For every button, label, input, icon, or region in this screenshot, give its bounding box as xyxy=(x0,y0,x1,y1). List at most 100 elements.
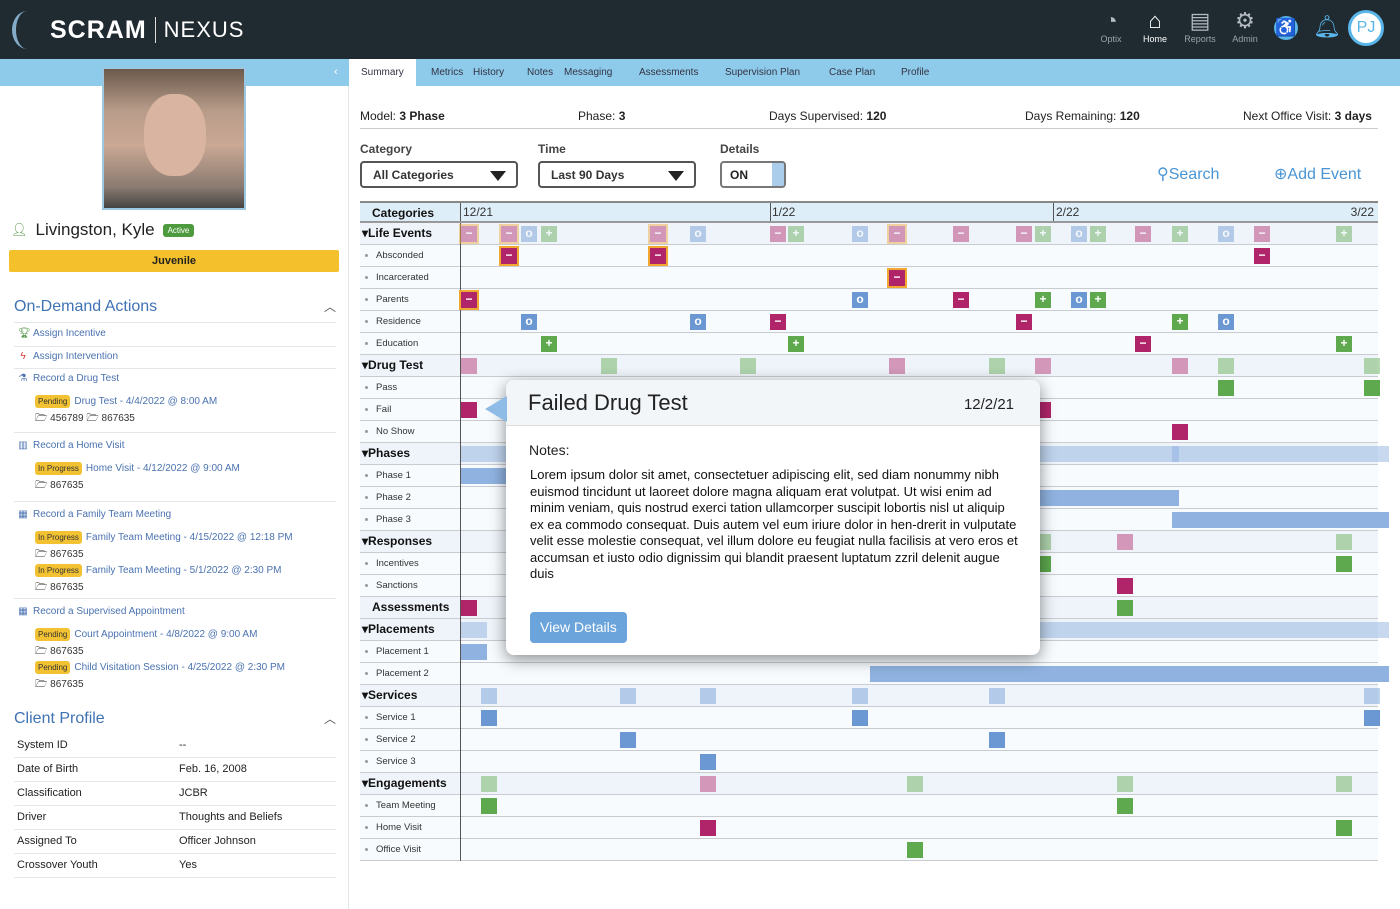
timeline-bar[interactable] xyxy=(870,666,1389,682)
fail-event-marker[interactable] xyxy=(461,402,477,418)
logo[interactable]: SCRAM NEXUS xyxy=(12,10,244,50)
record-supervised-link[interactable]: ▦ Record a Supervised Appointment xyxy=(18,606,185,617)
expand-triangle-icon[interactable]: ▾ xyxy=(362,534,369,548)
timeline-bar[interactable] xyxy=(1172,512,1389,528)
pass-event-marker[interactable] xyxy=(1117,798,1133,814)
nav-home[interactable]: ⌂ Home xyxy=(1132,8,1178,44)
minus-event-marker[interactable]: − xyxy=(1135,336,1151,352)
pass-event-marker[interactable] xyxy=(1364,358,1380,374)
fail-event-marker[interactable] xyxy=(1172,358,1188,374)
group-label[interactable]: ▾Placements xyxy=(360,619,461,641)
minus-event-marker[interactable]: − xyxy=(650,248,666,264)
time-select[interactable]: Last 90 Days xyxy=(538,161,696,188)
record-drug-test-link[interactable]: ⚗ Record a Drug Test xyxy=(18,373,119,384)
plus-event-marker[interactable]: + xyxy=(1090,292,1106,308)
service-event-marker[interactable] xyxy=(620,732,636,748)
timeline-bar[interactable] xyxy=(1172,446,1389,462)
plus-event-marker[interactable]: + xyxy=(541,226,557,242)
pass-event-marker[interactable] xyxy=(907,842,923,858)
minus-event-marker[interactable]: − xyxy=(461,226,477,242)
minus-event-marker[interactable]: − xyxy=(461,292,477,308)
fail-event-marker[interactable] xyxy=(889,358,905,374)
service-event-marker[interactable] xyxy=(1364,688,1380,704)
plus-event-marker[interactable]: + xyxy=(1336,226,1352,242)
fail-event-marker[interactable] xyxy=(700,820,716,836)
on-demand-actions-header[interactable]: On-Demand Actions ︿ xyxy=(14,298,336,316)
nav-reports[interactable]: ▤ Reports xyxy=(1177,8,1223,44)
circle-event-marker[interactable]: o xyxy=(852,292,868,308)
tab-messaging[interactable]: Messaging xyxy=(564,67,613,78)
minus-event-marker[interactable]: − xyxy=(953,226,969,242)
group-label[interactable]: ▾Services xyxy=(360,685,461,707)
service-event-marker[interactable] xyxy=(620,688,636,704)
fail-event-marker[interactable] xyxy=(700,776,716,792)
minus-event-marker[interactable]: − xyxy=(889,270,905,286)
minus-event-marker[interactable]: − xyxy=(501,248,517,264)
pass-event-marker[interactable] xyxy=(1117,600,1133,616)
pass-event-marker[interactable] xyxy=(481,798,497,814)
service-event-marker[interactable] xyxy=(1364,710,1380,726)
plus-event-marker[interactable]: + xyxy=(1172,314,1188,330)
minus-event-marker[interactable]: − xyxy=(1254,226,1270,242)
pending-item[interactable]: Pending Child Visitation Session - 4/25/2… xyxy=(35,661,285,674)
group-label[interactable]: ▾Life Events xyxy=(360,223,461,245)
pending-item[interactable]: Pending Court Appointment - 4/8/2022 @ 9:… xyxy=(35,628,257,641)
chevron-up-icon[interactable]: ︿ xyxy=(323,300,336,314)
avatar[interactable]: PJ xyxy=(1348,10,1384,46)
fail-event-marker[interactable] xyxy=(1117,534,1133,550)
minus-event-marker[interactable]: − xyxy=(1254,248,1270,264)
plus-event-marker[interactable]: + xyxy=(1336,336,1352,352)
timeline-bar[interactable] xyxy=(461,468,517,484)
expand-triangle-icon[interactable]: ▾ xyxy=(362,358,369,372)
tab-profile[interactable]: Profile xyxy=(901,67,930,78)
plus-event-marker[interactable]: + xyxy=(1035,292,1051,308)
expand-triangle-icon[interactable]: ▾ xyxy=(362,688,369,702)
circle-event-marker[interactable]: o xyxy=(1071,226,1087,242)
details-toggle[interactable]: ON xyxy=(720,161,786,188)
minus-event-marker[interactable]: − xyxy=(953,292,969,308)
pending-item[interactable]: In Progress Family Team Meeting - 4/15/20… xyxy=(35,531,293,544)
tab-case-plan[interactable]: Case Plan xyxy=(829,67,876,78)
fail-event-marker[interactable] xyxy=(1172,424,1188,440)
nav-admin[interactable]: ⚙ Admin xyxy=(1222,8,1268,44)
circle-event-marker[interactable]: o xyxy=(690,226,706,242)
minus-event-marker[interactable]: − xyxy=(1135,226,1151,242)
plus-event-marker[interactable]: + xyxy=(788,336,804,352)
pass-event-marker[interactable] xyxy=(1336,776,1352,792)
pass-event-marker[interactable] xyxy=(740,358,756,374)
pass-event-marker[interactable] xyxy=(1336,820,1352,836)
service-event-marker[interactable] xyxy=(481,710,497,726)
pending-item[interactable]: Pending Drug Test - 4/4/2022 @ 8:00 AM xyxy=(35,395,217,408)
circle-event-marker[interactable]: o xyxy=(521,226,537,242)
timeline-bar[interactable] xyxy=(461,622,487,638)
add-event-button[interactable]: ⊕Add Event xyxy=(1274,164,1361,184)
fail-event-marker[interactable] xyxy=(1035,358,1051,374)
plus-event-marker[interactable]: + xyxy=(1035,226,1051,242)
fail-event-marker[interactable] xyxy=(461,600,477,616)
pass-event-marker[interactable] xyxy=(1117,776,1133,792)
assign-intervention-link[interactable]: ϟ Assign Intervention xyxy=(18,351,118,362)
search-button[interactable]: ⚲Search xyxy=(1157,164,1219,184)
minus-event-marker[interactable]: − xyxy=(1016,314,1032,330)
record-family-meeting-link[interactable]: ▦ Record a Family Team Meeting xyxy=(18,509,171,520)
minus-event-marker[interactable]: − xyxy=(889,226,905,242)
tab-summary[interactable]: Summary xyxy=(349,59,416,86)
group-label[interactable]: ▾Phases xyxy=(360,443,461,465)
pass-event-marker[interactable] xyxy=(481,776,497,792)
group-label[interactable]: ▾Engagements xyxy=(360,773,461,795)
plus-event-marker[interactable]: + xyxy=(1090,226,1106,242)
tab-metrics[interactable]: Metrics xyxy=(431,67,464,78)
timeline-bar[interactable] xyxy=(461,644,487,660)
expand-triangle-icon[interactable]: ▾ xyxy=(362,622,369,636)
view-details-button[interactable]: View Details xyxy=(530,612,627,643)
circle-event-marker[interactable]: o xyxy=(690,314,706,330)
pass-event-marker[interactable] xyxy=(1336,556,1352,572)
service-event-marker[interactable] xyxy=(852,710,868,726)
minus-event-marker[interactable]: − xyxy=(650,226,666,242)
accessibility-icon[interactable]: ♿ xyxy=(1274,16,1298,40)
circle-event-marker[interactable]: o xyxy=(1218,226,1234,242)
service-event-marker[interactable] xyxy=(481,688,497,704)
expand-triangle-icon[interactable]: ▾ xyxy=(362,226,369,240)
tab-assessments[interactable]: Assessments xyxy=(639,67,699,78)
minus-event-marker[interactable]: − xyxy=(1016,226,1032,242)
